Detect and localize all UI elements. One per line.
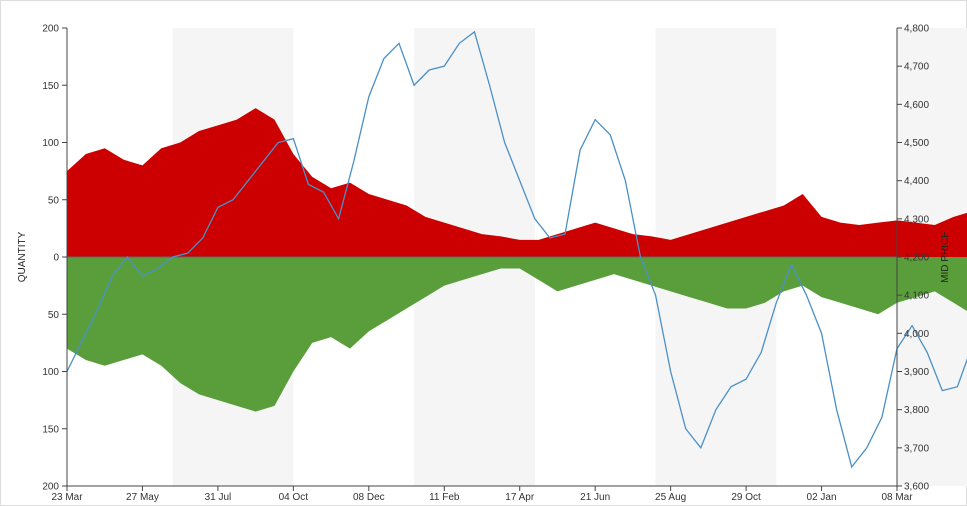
right-axis-tick-label: 4,400	[904, 176, 929, 187]
x-axis-tick-label: 29 Oct	[731, 492, 761, 503]
x-axis-tick-label: 02 Jan	[807, 492, 837, 503]
left-axis-tick-label: 100	[42, 367, 59, 378]
x-axis-tick-label: 08 Dec	[353, 492, 385, 503]
right-axis-tick-label: 3,700	[904, 443, 929, 454]
left-axis: 200 150 100 50 0 50 100 150 200	[42, 24, 68, 493]
x-axis-tick-label: 25 Aug	[655, 492, 686, 503]
x-axis-tick-label: 21 Jun	[580, 492, 610, 503]
right-axis-tick-label: 4,100	[904, 291, 929, 302]
right-axis-tick-label: 3,600	[904, 482, 929, 493]
left-axis-tick-label: 0	[53, 253, 59, 264]
right-axis-tick-label: 4,000	[904, 329, 929, 340]
price-line	[66, 30, 967, 469]
right-axis-tick-label: 4,500	[904, 138, 929, 149]
right-axis-tick-label: 4,700	[904, 62, 929, 73]
bid-area	[67, 108, 967, 257]
left-axis-tick-label: 150	[42, 424, 59, 435]
left-axis-tick-label: 200	[42, 24, 59, 35]
x-axis-tick-label: 31 Jul	[205, 492, 232, 503]
left-axis-tick-label: 100	[42, 138, 59, 149]
left-axis-tick-label: 150	[42, 81, 59, 92]
left-axis-title: QUANTITY	[17, 231, 28, 282]
right-axis-tick-label: 4,600	[904, 100, 929, 111]
x-axis-tick-label: 27 May	[126, 492, 159, 503]
x-axis-tick-label: 04 Oct	[279, 492, 309, 503]
right-axis: 4,800 4,700 4,600 4,500 4,400 4,300 4,200 4,100…	[896, 24, 929, 493]
right-axis-tick-label: 3,900	[904, 367, 929, 378]
x-axis-tick-label: 11 Feb	[429, 492, 460, 503]
left-axis-tick-label: 50	[48, 310, 60, 321]
right-axis-tick-label: 3,800	[904, 405, 929, 416]
right-axis-tick-label: 4,800	[904, 24, 929, 35]
right-axis-tick-label: 4,300	[904, 214, 929, 225]
right-axis-tick-label: 4,200	[904, 253, 929, 264]
ask-area	[67, 257, 967, 412]
left-axis-tick-label: 200	[42, 482, 59, 493]
x-axis-tick-label: 17 Apr	[505, 492, 535, 503]
left-axis-tick-label: 50	[48, 195, 60, 206]
right-axis-title: MID PRICE	[940, 231, 951, 283]
x-axis: 23 Mar 27 May 31 Jul 04 Oct 08 Dec 11 Feb 17 A…	[51, 485, 913, 503]
price-series	[66, 30, 967, 469]
x-axis-tick-label: 08 Mar	[881, 492, 913, 503]
area-series	[67, 108, 967, 412]
x-axis-tick-label: 23 Mar	[51, 492, 83, 503]
